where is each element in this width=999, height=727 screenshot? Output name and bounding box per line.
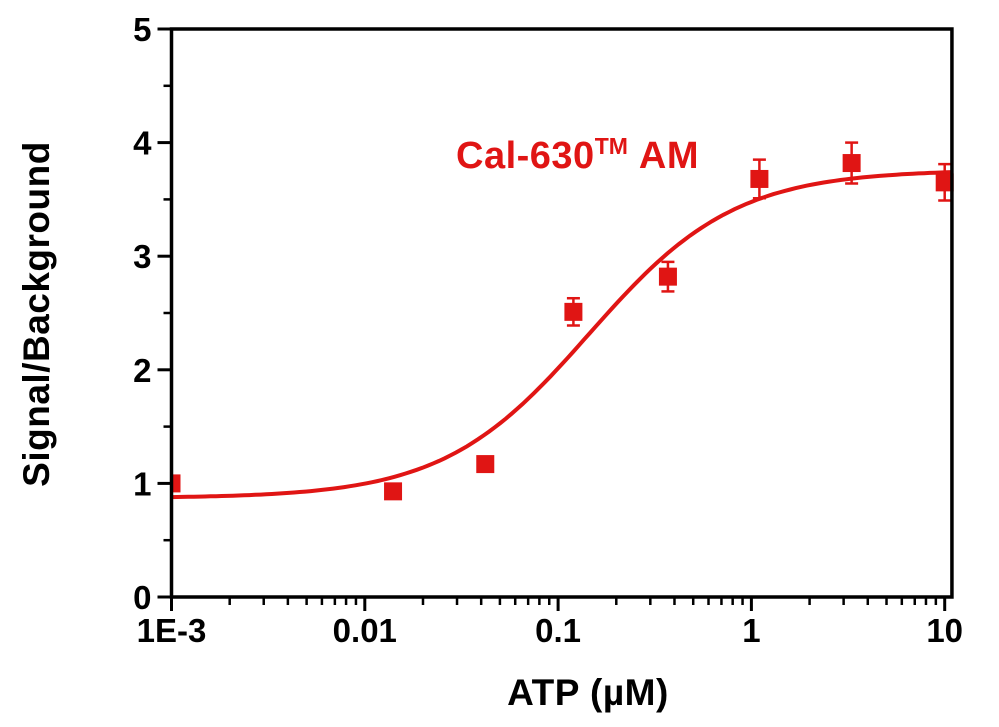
x-axis-title: ATP (µM) — [507, 672, 669, 713]
trademark-superscript: TM — [594, 133, 628, 159]
axes: 1E-3 0.01 0.1 1 10 0 1 2 3 4 5 — [133, 11, 963, 649]
data-point-marker — [842, 154, 861, 173]
x-tick-label: 1 — [742, 612, 760, 649]
data-point-marker — [658, 267, 677, 286]
series-label-tail: AM — [638, 135, 700, 177]
y-tick-label: 4 — [133, 125, 152, 162]
data-point-marker — [476, 455, 495, 474]
x-tick-label: 1E-3 — [137, 612, 207, 649]
fit-curve — [171, 170, 952, 500]
y-tick-label: 2 — [133, 352, 151, 389]
y-axis-title: Signal/Background — [16, 141, 57, 487]
y-tick-label: 5 — [133, 11, 151, 48]
data-point-marker — [564, 302, 583, 321]
series-label-main: Cal-630 — [456, 135, 595, 177]
plot-area — [171, 141, 954, 501]
plot-frame — [169, 27, 954, 599]
x-tick-label: 0.1 — [535, 612, 581, 649]
data-point-marker — [384, 482, 403, 501]
series-label: Cal-630TM AM — [456, 133, 699, 178]
y-tick-label: 0 — [133, 579, 151, 616]
data-point-marker — [935, 173, 954, 192]
data-point-marker — [750, 169, 769, 188]
x-tick-label: 0.01 — [333, 612, 397, 649]
y-tick-label: 1 — [133, 465, 151, 502]
x-tick-label: 10 — [926, 612, 963, 649]
data-point-marker — [171, 474, 181, 493]
y-tick-label: 3 — [133, 238, 151, 275]
